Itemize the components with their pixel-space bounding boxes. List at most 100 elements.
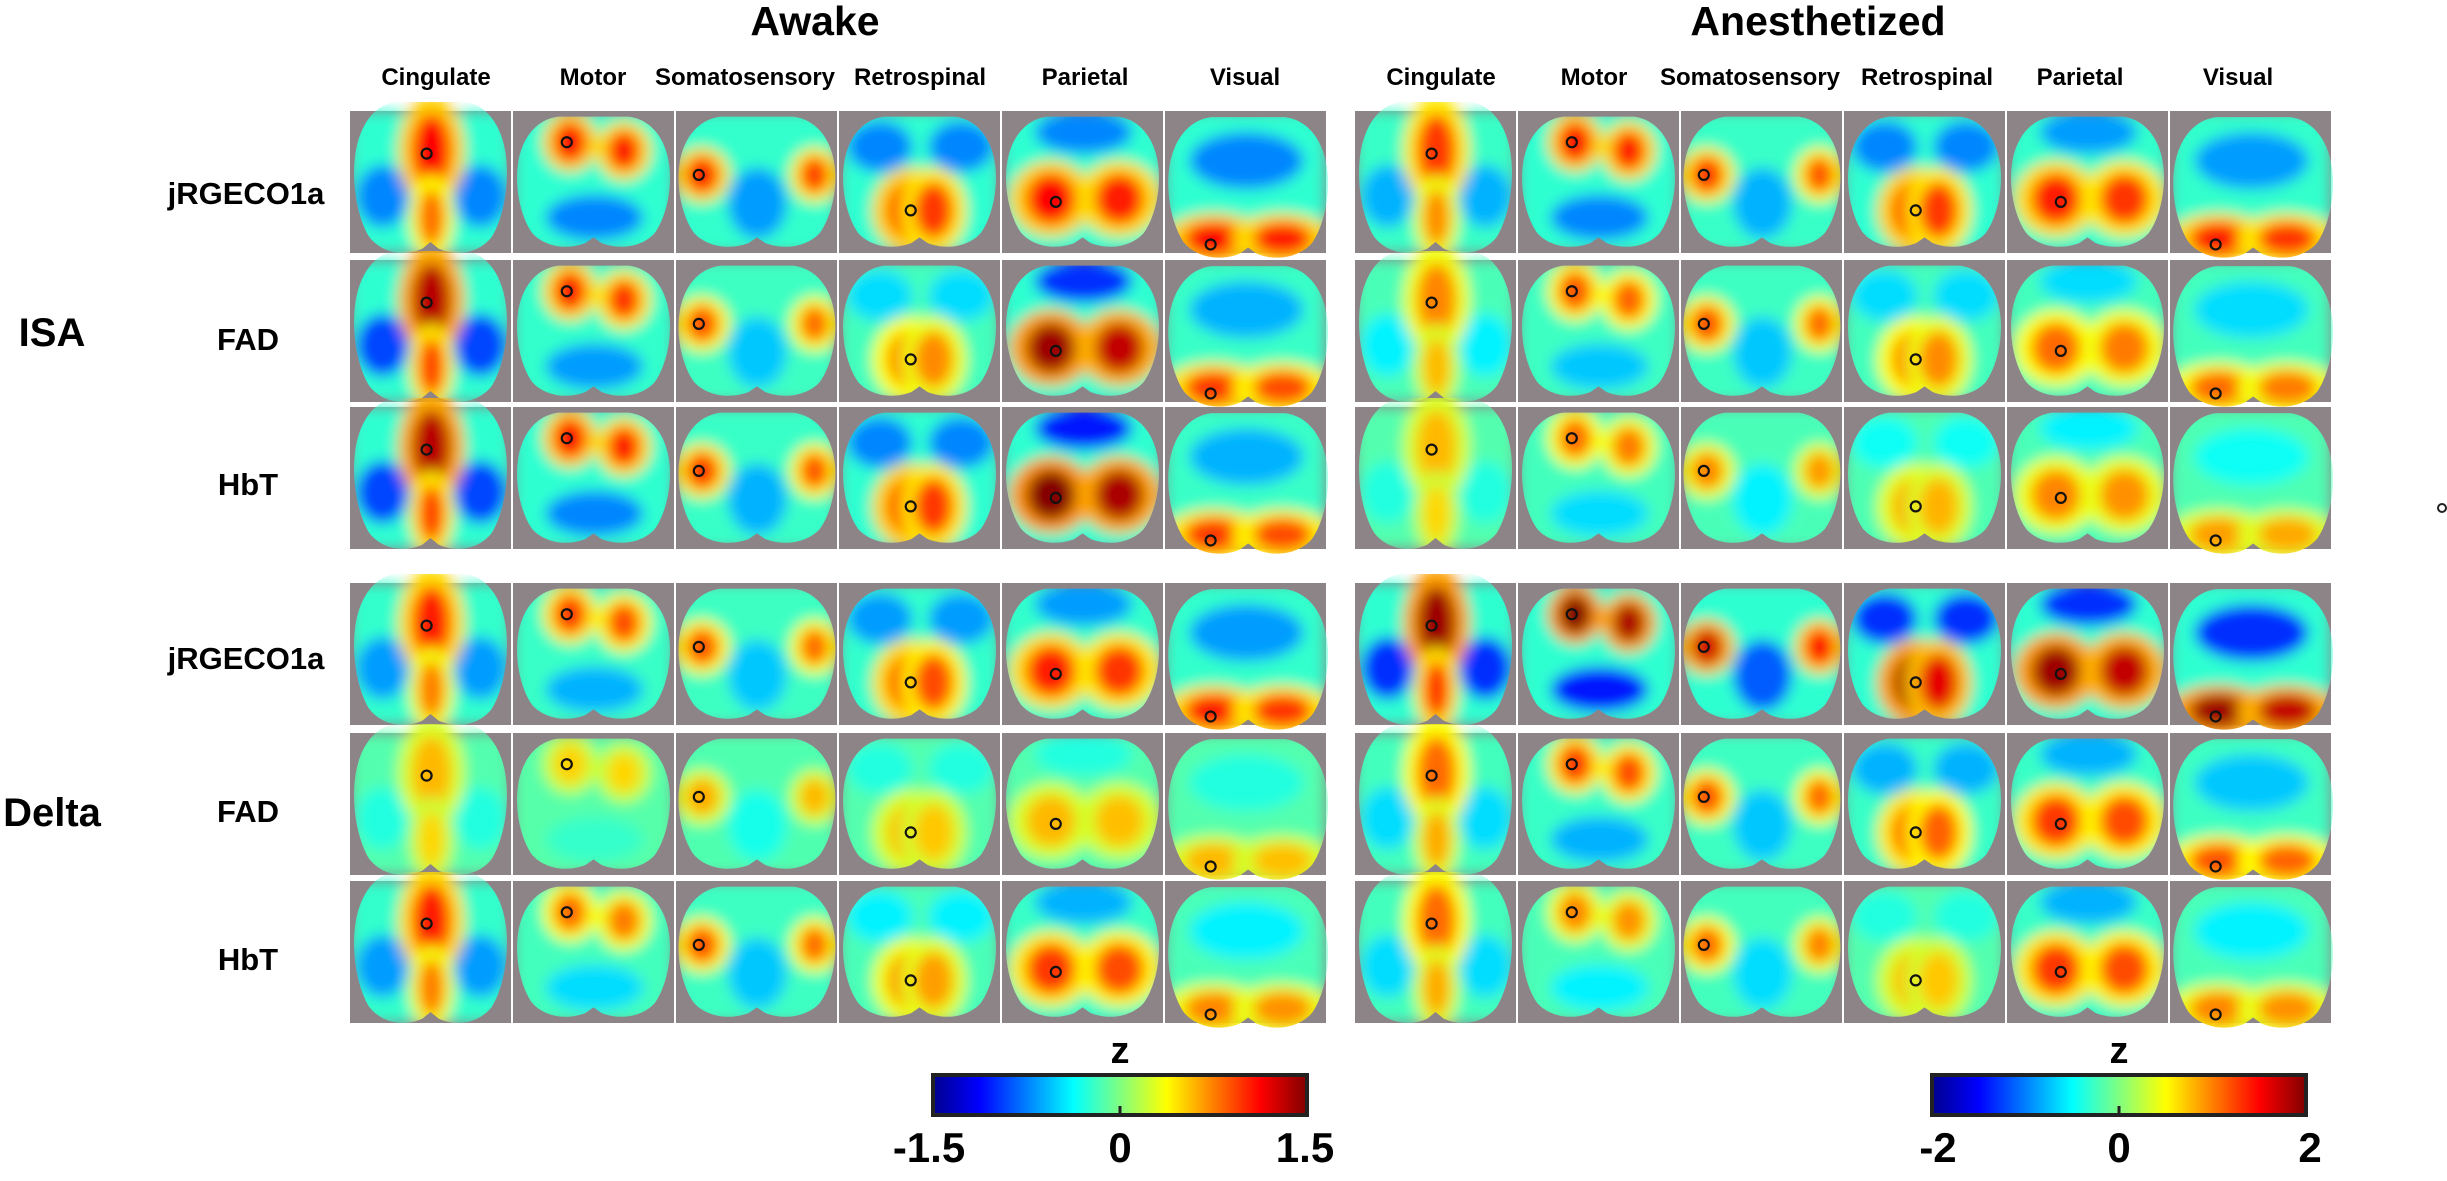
heatmap-panel <box>1844 881 2005 1023</box>
heatmap-panel <box>1165 733 1329 880</box>
seed-marker <box>1909 826 1922 839</box>
brain-map <box>2173 589 2334 730</box>
seed-marker <box>2209 710 2222 723</box>
heatmap-panel <box>1681 407 1842 549</box>
brain-map <box>1848 116 2001 247</box>
colorbar-tick-anesthetized-min: -2 <box>1919 1124 1956 1171</box>
seed-marker <box>560 285 573 298</box>
seed-marker <box>1049 491 1062 504</box>
brain-map <box>1359 573 1512 725</box>
seed-marker <box>1565 285 1578 298</box>
heatmap-panel <box>839 583 1000 725</box>
heatmap-panel <box>1518 260 1679 402</box>
seed-marker <box>904 974 917 987</box>
brain-map <box>2173 117 2334 258</box>
heatmap-panel <box>676 733 837 875</box>
seed-marker <box>904 676 917 689</box>
seed-marker <box>1909 676 1922 689</box>
heatmap-panel <box>839 881 1000 1023</box>
heatmap-panel <box>1002 881 1163 1023</box>
heatmap-panel <box>676 407 837 549</box>
heatmap-panel <box>1681 881 1842 1023</box>
heatmap-panel <box>350 723 511 875</box>
brain-map <box>517 886 670 1017</box>
heatmap-panel <box>2007 407 2168 549</box>
heatmap-panel <box>676 111 837 253</box>
brain-map <box>517 265 670 396</box>
seed-marker <box>1204 387 1217 400</box>
brain-map <box>2011 265 2164 396</box>
brain-map <box>517 738 670 869</box>
heatmap-panel <box>676 881 837 1023</box>
seed-marker <box>1204 238 1217 251</box>
heatmap-panel <box>1002 733 1163 875</box>
heatmap-panel <box>1355 101 1516 253</box>
heatmap-panel <box>350 871 511 1023</box>
seed-marker <box>1697 790 1710 804</box>
brain-map <box>1359 723 1512 875</box>
heatmap-panel <box>1165 111 1329 258</box>
seed-marker <box>1909 974 1922 987</box>
seed-marker <box>2054 965 2067 978</box>
heatmap-panel <box>1165 881 1329 1028</box>
condition-title-anesthetized: Anesthetized <box>1690 0 1945 44</box>
heatmap-panel <box>839 407 1000 549</box>
brain-map <box>1683 116 1841 247</box>
brain-map <box>1006 116 1159 247</box>
heatmap-panel <box>1165 407 1329 554</box>
seed-marker <box>692 168 705 182</box>
heatmap-panel <box>1355 723 1516 875</box>
seed-marker <box>2054 491 2067 504</box>
region-header-anesthetized-parietal: Parietal <box>2037 64 2124 91</box>
heatmap-panel <box>513 733 674 875</box>
seed-marker <box>420 443 433 456</box>
seed-marker <box>692 464 705 478</box>
brain-map <box>678 886 836 1017</box>
seed-marker <box>1049 817 1062 830</box>
heatmap-panel <box>1844 260 2005 402</box>
seed-marker <box>904 500 917 513</box>
brain-map <box>843 738 996 869</box>
seed-marker <box>1697 317 1710 331</box>
brain-map <box>843 265 996 396</box>
heatmap-panel <box>2170 733 2334 880</box>
heatmap-panel <box>1002 111 1163 253</box>
brain-map <box>2011 412 2164 543</box>
seed-marker <box>692 317 705 331</box>
heatmap-panel <box>2170 111 2334 258</box>
seed-marker <box>1425 443 1438 456</box>
seed-marker <box>1697 464 1710 478</box>
seed-marker <box>2209 387 2222 400</box>
brain-map <box>1522 265 1675 396</box>
brain-map <box>1168 413 1329 554</box>
brain-map <box>2011 738 2164 869</box>
brain-map <box>1006 412 1159 543</box>
heatmap-panel <box>350 397 511 549</box>
seed-marker <box>1565 906 1578 919</box>
brain-map <box>2173 887 2334 1028</box>
brain-map <box>1359 250 1512 402</box>
band-label-isa: ISA <box>19 311 86 355</box>
seed-marker <box>1909 353 1922 366</box>
seed-marker <box>2209 860 2222 873</box>
seed-marker <box>2054 195 2067 208</box>
seed-marker <box>1565 608 1578 621</box>
row-label-delta-jrgeco1a: jRGECO1a <box>167 641 326 676</box>
brain-map <box>678 588 836 719</box>
region-header-awake-visual: Visual <box>1210 64 1280 91</box>
seed-marker <box>692 938 705 952</box>
heatmap-panel <box>2170 260 2334 407</box>
heatmap-panel <box>2007 260 2168 402</box>
brain-map <box>1848 886 2001 1017</box>
brain-map <box>843 116 996 247</box>
brain-map <box>354 573 507 725</box>
row-label-isa-jrgeco1a: jRGECO1a <box>167 176 326 211</box>
heatmap-panel <box>1518 583 1679 725</box>
brain-map <box>1683 738 1841 869</box>
brain-map <box>1168 117 1329 258</box>
brain-map <box>1848 588 2001 719</box>
heatmap-panel <box>350 101 511 253</box>
seed-marker <box>1565 136 1578 149</box>
brain-map <box>1683 588 1841 719</box>
